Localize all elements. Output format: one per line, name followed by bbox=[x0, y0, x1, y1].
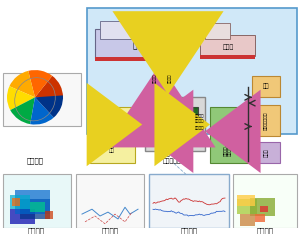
Text: 解析情報: 解析情報 bbox=[195, 126, 205, 130]
Text: 小売り・飲食店: 小売り・飲食店 bbox=[264, 111, 268, 130]
FancyBboxPatch shape bbox=[252, 142, 280, 164]
FancyBboxPatch shape bbox=[95, 29, 190, 58]
FancyBboxPatch shape bbox=[149, 174, 229, 228]
Text: 漁 船 A: 漁 船 A bbox=[133, 43, 153, 51]
Text: 漁船Ｂ: 漁船Ｂ bbox=[222, 44, 234, 50]
Wedge shape bbox=[10, 97, 35, 124]
FancyBboxPatch shape bbox=[260, 206, 268, 212]
Text: 需要情報
販売結果: 需要情報 販売結果 bbox=[224, 146, 232, 156]
Wedge shape bbox=[7, 86, 35, 110]
FancyBboxPatch shape bbox=[233, 174, 297, 228]
FancyBboxPatch shape bbox=[95, 57, 190, 61]
FancyBboxPatch shape bbox=[15, 190, 50, 214]
FancyBboxPatch shape bbox=[252, 105, 280, 136]
FancyBboxPatch shape bbox=[205, 23, 230, 39]
FancyBboxPatch shape bbox=[10, 209, 35, 224]
Text: 漁協市場（漁協）: 漁協市場（漁協） bbox=[226, 125, 230, 146]
FancyBboxPatch shape bbox=[150, 107, 198, 144]
FancyBboxPatch shape bbox=[20, 199, 50, 219]
Text: 海域環境: 海域環境 bbox=[26, 157, 44, 165]
FancyBboxPatch shape bbox=[30, 202, 45, 212]
Text: 漁獲情報: 漁獲情報 bbox=[168, 73, 172, 83]
Text: 消費者: 消費者 bbox=[263, 148, 268, 157]
Text: 解析情報: 解析情報 bbox=[153, 73, 157, 83]
FancyBboxPatch shape bbox=[200, 35, 255, 56]
Wedge shape bbox=[30, 97, 54, 124]
Text: 需要情報
販売結果: 需要情報 販売結果 bbox=[195, 114, 205, 123]
Text: 県水産試験場など: 県水産試験場など bbox=[110, 124, 115, 147]
Text: 水 産 業
シミュレータ: 水 産 業 シミュレータ bbox=[163, 151, 185, 164]
FancyBboxPatch shape bbox=[90, 107, 135, 164]
FancyBboxPatch shape bbox=[87, 8, 297, 134]
Wedge shape bbox=[35, 95, 63, 117]
Text: 市場価格: 市場価格 bbox=[181, 227, 197, 234]
FancyBboxPatch shape bbox=[140, 22, 165, 34]
FancyBboxPatch shape bbox=[237, 195, 255, 206]
FancyBboxPatch shape bbox=[255, 214, 265, 222]
FancyBboxPatch shape bbox=[100, 21, 135, 39]
Wedge shape bbox=[28, 70, 52, 97]
FancyBboxPatch shape bbox=[12, 198, 20, 206]
FancyBboxPatch shape bbox=[250, 198, 275, 216]
Text: 実態: 実態 bbox=[109, 148, 115, 153]
Text: 流通: 流通 bbox=[263, 84, 269, 89]
FancyBboxPatch shape bbox=[76, 174, 144, 228]
Text: 消費動向: 消費動向 bbox=[256, 227, 274, 234]
FancyBboxPatch shape bbox=[252, 76, 280, 97]
Text: 生物資源: 生物資源 bbox=[28, 227, 44, 234]
Wedge shape bbox=[35, 76, 63, 97]
Wedge shape bbox=[9, 71, 35, 97]
FancyBboxPatch shape bbox=[237, 199, 257, 214]
FancyBboxPatch shape bbox=[145, 97, 205, 151]
FancyBboxPatch shape bbox=[10, 195, 30, 209]
FancyBboxPatch shape bbox=[240, 214, 255, 226]
FancyBboxPatch shape bbox=[210, 107, 248, 164]
Text: 漁船操業: 漁船操業 bbox=[101, 227, 118, 234]
FancyBboxPatch shape bbox=[45, 211, 53, 219]
Text: 観測結果
研究結果: 観測結果 研究結果 bbox=[107, 111, 117, 120]
FancyBboxPatch shape bbox=[3, 174, 71, 228]
FancyBboxPatch shape bbox=[3, 73, 81, 127]
FancyBboxPatch shape bbox=[200, 55, 255, 59]
